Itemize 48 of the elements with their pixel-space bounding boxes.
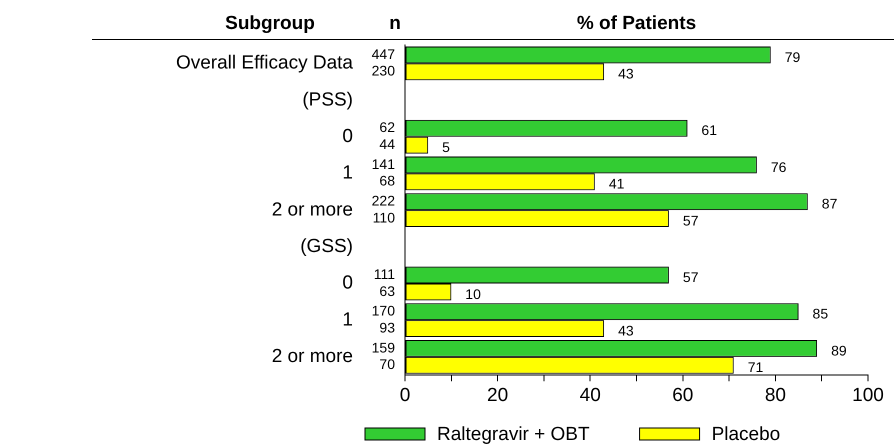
text: 170 [372,302,396,319]
text: 44 [379,136,396,152]
data-label: 79 [784,48,801,65]
data-label: 89 [831,342,847,358]
y-tick-label: Overall Efficacy Data [176,52,354,74]
text: 68 [379,172,396,189]
text: 111 [374,266,396,282]
y-tick-label: (PSS) [302,89,353,110]
text: 141 [372,156,396,172]
x-axis-title: % of Patients [576,13,696,34]
x-tick-label: 100 [852,384,884,406]
x-tick-label: 60 [672,384,694,406]
text: 93 [379,319,396,336]
x-tick-label: 0 [400,384,410,406]
data-label: 41 [608,176,625,192]
data-label: 43 [618,66,634,82]
data-label: 43 [618,322,634,338]
legend-label: Raltegravir + OBT [437,424,590,446]
y-tick-label: 2 or more [272,199,353,220]
text: 110 [372,209,396,226]
y-tick-label: 2 or more [272,346,353,368]
data-label: 87 [822,196,838,212]
data-label: 57 [682,212,699,228]
data-label: 85 [812,306,828,322]
legend-label: Placebo [712,424,780,446]
text: 63 [379,282,396,299]
text: 159 [372,339,396,356]
x-tick-label: 80 [764,384,786,406]
text: 447 [372,46,396,62]
data-label: 10 [465,286,482,302]
y-tick-label: 0 [342,126,353,147]
data-label: 71 [748,359,764,376]
text: 62 [379,119,396,136]
x-tick-label: 40 [580,384,601,406]
y-tick-label: 0 [342,272,353,294]
text: 70 [379,356,396,372]
y-tick-label: 1 [342,309,353,330]
data-label: 57 [682,268,699,285]
data-label: 61 [701,122,718,138]
data-label: 76 [770,158,787,175]
y-tick-label: 1 [342,162,353,184]
text: 230 [372,62,396,79]
x-tick-label: 20 [487,384,508,406]
text: n [389,13,401,34]
y-axis-title: Subgroup [225,13,315,34]
data-label: 5 [442,139,450,156]
y-tick-label: (GSS) [300,236,353,258]
text: 222 [372,192,396,209]
